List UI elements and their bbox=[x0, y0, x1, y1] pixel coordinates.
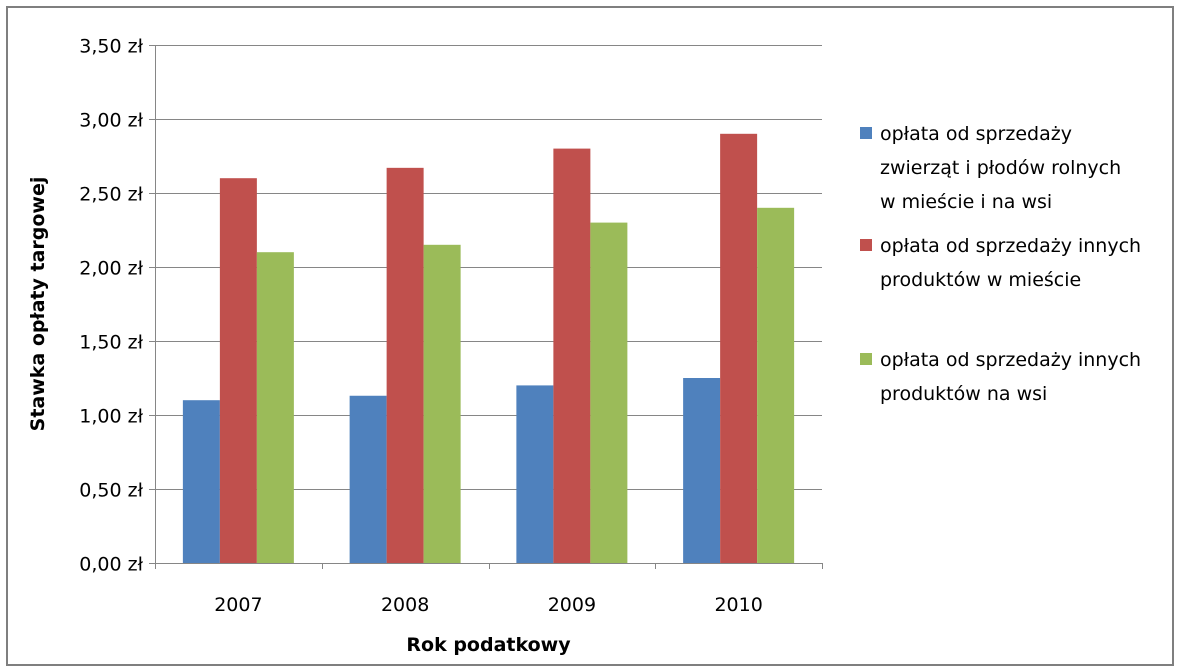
bar bbox=[683, 378, 721, 563]
legend-label: produktów w mieście bbox=[880, 269, 1081, 291]
bar bbox=[590, 222, 628, 563]
legend-swatch bbox=[860, 127, 872, 139]
y-tick-label: 1,00 zł bbox=[79, 406, 143, 428]
bar bbox=[219, 178, 257, 563]
legend-label: opłata od sprzedaży innych bbox=[880, 349, 1141, 371]
bars bbox=[182, 133, 795, 564]
axes bbox=[155, 45, 823, 569]
y-tick-labels: 0,00 zł 0,50 zł 1,00 zł 1,50 zł 2,00 zł 2,50 … bbox=[79, 36, 143, 576]
x-axis-title: Rok podatkowy bbox=[406, 634, 571, 655]
bar-chart: 0,00 zł 0,50 zł 1,00 zł 1,50 zł 2,00 zł 2,50 … bbox=[27, 36, 1141, 656]
bar bbox=[516, 385, 554, 563]
bar bbox=[386, 167, 424, 563]
legend-swatch bbox=[860, 353, 872, 365]
bar bbox=[757, 207, 795, 564]
legend-label: w mieście i na wsi bbox=[880, 191, 1052, 213]
bar bbox=[720, 133, 758, 564]
y-tick-label: 2,50 zł bbox=[79, 184, 143, 206]
x-tick-label: 2009 bbox=[548, 594, 596, 616]
y-axis-title: Stawka opłaty targowej bbox=[27, 177, 49, 432]
y-tick-label: 0,00 zł bbox=[79, 554, 143, 576]
x-tick-label: 2008 bbox=[381, 594, 429, 616]
legend-item: opłata od sprzedaży innych produktów w mi… bbox=[860, 235, 1141, 291]
bar bbox=[182, 400, 220, 563]
y-tick-label: 2,00 zł bbox=[79, 258, 143, 280]
y-tick-label: 3,00 zł bbox=[79, 110, 143, 132]
y-tick-label: 0,50 zł bbox=[79, 480, 143, 502]
legend-label: opłata od sprzedaży bbox=[880, 123, 1072, 145]
legend: opłata od sprzedaży zwierząt i płodów rol… bbox=[860, 123, 1141, 405]
legend-label: opłata od sprzedaży innych bbox=[880, 235, 1141, 257]
bar bbox=[423, 244, 461, 564]
x-tick-labels: 2007 2008 2009 2010 bbox=[214, 594, 763, 616]
legend-item: opłata od sprzedaży zwierząt i płodów rol… bbox=[860, 123, 1121, 213]
y-tick-label: 3,50 zł bbox=[79, 36, 143, 58]
legend-label: zwierząt i płodów rolnych bbox=[880, 157, 1121, 179]
chart-frame: 0,00 zł 0,50 zł 1,00 zł 1,50 zł 2,00 zł 2,50 … bbox=[6, 6, 1174, 666]
y-tick-label: 1,50 zł bbox=[79, 332, 143, 354]
bar bbox=[349, 395, 387, 563]
legend-item: opłata od sprzedaży innych produktów na w… bbox=[860, 349, 1141, 405]
legend-swatch bbox=[860, 239, 872, 251]
x-tick-label: 2007 bbox=[214, 594, 262, 616]
bar bbox=[553, 148, 591, 563]
x-tick-label: 2010 bbox=[714, 594, 762, 616]
legend-label: produktów na wsi bbox=[880, 383, 1047, 405]
bar bbox=[256, 252, 294, 563]
